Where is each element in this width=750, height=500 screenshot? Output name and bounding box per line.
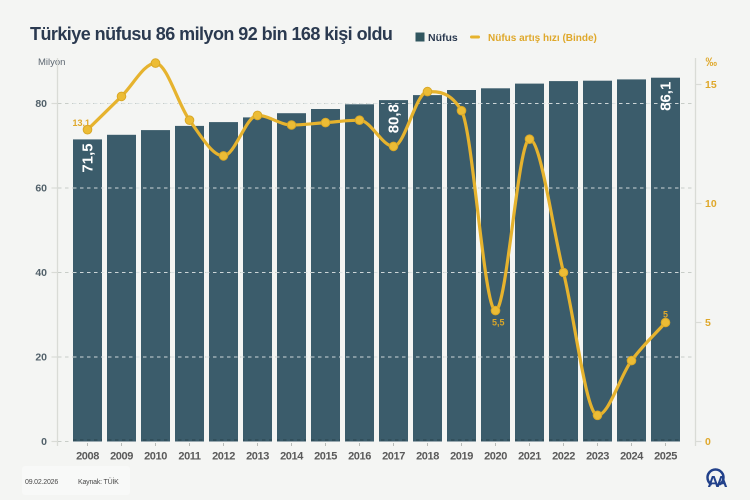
svg-text:2015: 2015 [314, 451, 337, 463]
svg-text:80,8: 80,8 [386, 104, 403, 133]
svg-text:86,1: 86,1 [658, 82, 675, 111]
svg-text:‰: ‰ [706, 57, 718, 69]
svg-text:2025: 2025 [654, 451, 677, 463]
svg-text:2021: 2021 [518, 451, 541, 463]
svg-text:2018: 2018 [416, 451, 439, 463]
svg-text:2024: 2024 [620, 451, 644, 463]
svg-text:Türkiye nüfusu 86 milyon 92 bi: Türkiye nüfusu 86 milyon 92 bin 168 kişi… [30, 24, 392, 44]
svg-text:13,1: 13,1 [72, 118, 90, 128]
svg-text:5: 5 [663, 310, 668, 320]
svg-text:Kaynak: TÜİK: Kaynak: TÜİK [78, 477, 119, 486]
svg-text:60: 60 [35, 183, 47, 195]
svg-text:5: 5 [705, 317, 711, 329]
svg-text:40: 40 [35, 267, 47, 279]
svg-text:2022: 2022 [552, 451, 575, 463]
svg-text:2023: 2023 [586, 451, 609, 463]
svg-text:5,5: 5,5 [492, 318, 505, 328]
svg-text:2011: 2011 [178, 451, 201, 463]
svg-text:10: 10 [705, 198, 717, 210]
svg-text:2008: 2008 [76, 451, 99, 463]
svg-text:Nüfus: Nüfus [428, 32, 458, 44]
svg-text:2010: 2010 [144, 451, 167, 463]
svg-text:71,5: 71,5 [80, 143, 97, 172]
svg-text:2014: 2014 [280, 451, 304, 463]
svg-text:2012: 2012 [212, 451, 235, 463]
svg-text:Nüfus artış hızı (Binde): Nüfus artış hızı (Binde) [488, 33, 597, 44]
svg-text:2009: 2009 [110, 451, 133, 463]
svg-text:2017: 2017 [382, 451, 405, 463]
svg-text:2019: 2019 [450, 451, 473, 463]
svg-text:0: 0 [705, 436, 711, 448]
svg-text:0: 0 [41, 436, 47, 448]
svg-text:09.02.2026: 09.02.2026 [25, 479, 58, 486]
svg-text:2016: 2016 [348, 451, 371, 463]
svg-text:80: 80 [35, 98, 47, 110]
svg-text:15: 15 [705, 79, 717, 91]
svg-text:Milyon: Milyon [38, 57, 65, 68]
svg-text:20: 20 [35, 352, 47, 364]
svg-text:2013: 2013 [246, 451, 269, 463]
svg-text:2020: 2020 [484, 451, 507, 463]
